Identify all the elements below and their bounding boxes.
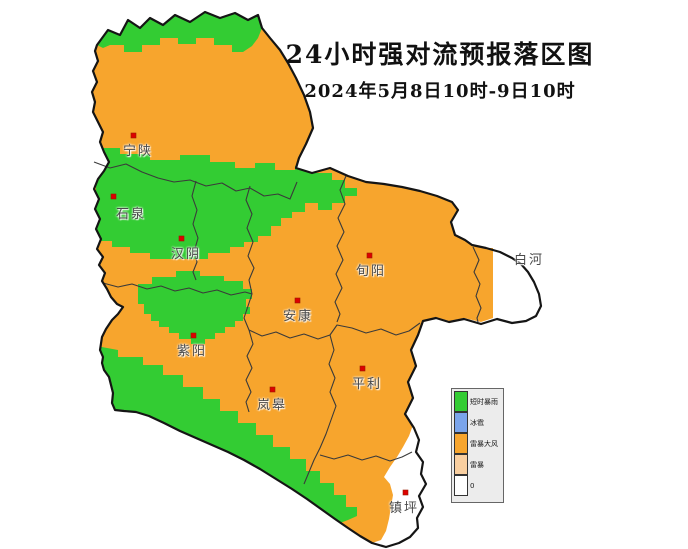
city-label-xunyang: 旬阳 <box>356 264 387 279</box>
city-label-ziyang: 紫阳 <box>177 344 208 359</box>
city-marker-xunyang <box>366 252 373 259</box>
heavy-rain-region-top <box>97 12 262 52</box>
city-label-hanyin: 汉阴 <box>171 247 202 262</box>
legend-item-hail: 冰雹 <box>454 412 503 433</box>
city-label-shiquan: 石泉 <box>116 207 147 222</box>
map-title-block: 24小时强对流预报落区图 2024年5月8日10时-9日10时 <box>255 40 625 103</box>
city-marker-langao <box>269 386 276 393</box>
legend-label-thunderstorm: 雷暴 <box>470 460 484 469</box>
legend-item-none: 0 <box>454 475 503 496</box>
legend-item-thunder-gale: 雷暴大风 <box>454 433 503 454</box>
city-marker-ankang <box>294 297 301 304</box>
heavy-rain-region-center <box>96 148 357 259</box>
city-label-langao: 岚皋 <box>257 398 288 413</box>
legend-item-heavy-rain: 短时暴雨 <box>454 391 503 412</box>
map-outline <box>90 10 543 549</box>
city-markers <box>110 132 409 496</box>
legend-label-thunder-gale: 雷暴大风 <box>470 439 498 448</box>
city-label-ankang: 安康 <box>283 309 314 324</box>
map-subtitle: 2024年5月8日10时-9日10时 <box>304 81 576 102</box>
city-label-pingli: 平利 <box>352 377 383 392</box>
city-marker-hanyin <box>178 235 185 242</box>
city-label-ningshan: 宁陕 <box>123 144 154 159</box>
heavy-rain-region-middle <box>138 271 252 344</box>
legend-label-none: 0 <box>470 481 475 490</box>
legend-item-thunderstorm: 雷暴 <box>454 454 503 475</box>
legend-swatch-thunder-gale <box>454 433 468 454</box>
legend-swatch-heavy-rain <box>454 391 468 412</box>
county-boundaries <box>93 161 482 485</box>
city-label-zhenping: 镇坪 <box>389 501 420 516</box>
city-marker-shiquan <box>110 193 117 200</box>
map-title: 24小时强对流预报落区图 <box>285 40 595 69</box>
legend-swatch-none <box>454 475 468 496</box>
city-label-baihe: 白河 <box>514 253 545 268</box>
city-marker-zhenping <box>402 489 409 496</box>
heavy-rain-region-southwest <box>96 346 357 523</box>
legend-swatch-hail <box>454 412 468 433</box>
legend-label-hail: 冰雹 <box>470 418 484 427</box>
legend: 短时暴雨 冰雹 雷暴大风 雷暴 0 <box>451 388 504 503</box>
legend-swatch-thunderstorm <box>454 454 468 475</box>
city-marker-ningshan <box>130 132 137 139</box>
city-marker-pingli <box>359 365 366 372</box>
legend-label-heavy-rain: 短时暴雨 <box>470 397 498 406</box>
city-marker-ziyang <box>190 332 197 339</box>
